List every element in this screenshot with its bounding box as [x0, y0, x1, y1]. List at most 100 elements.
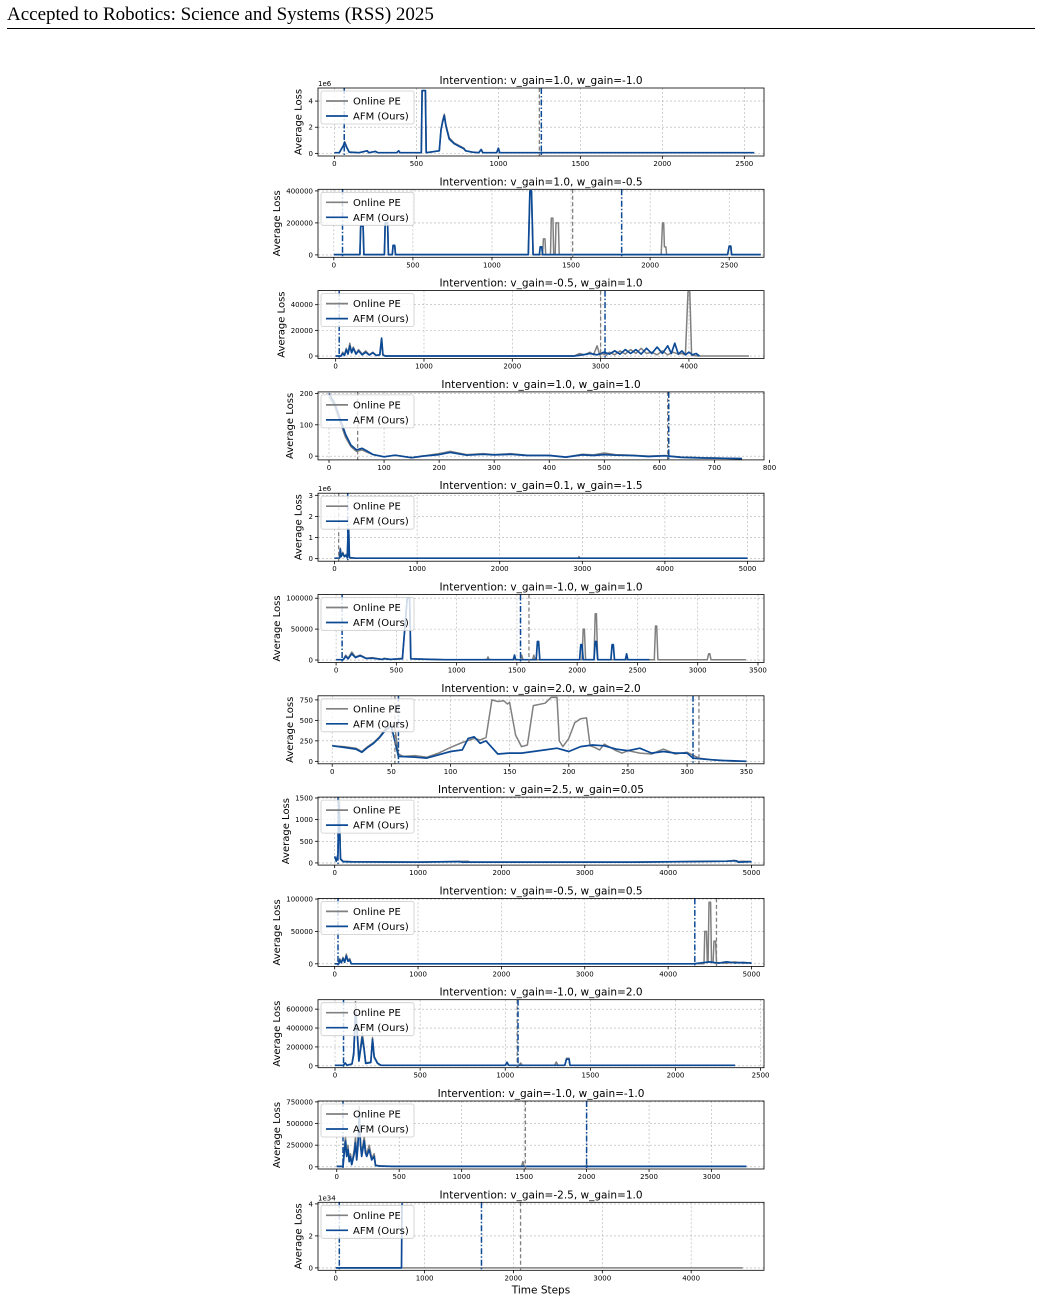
subplot-4: Intervention: v_gain=1.0, w_gain=1.0 0 100…	[285, 379, 776, 472]
axes-frame	[317, 695, 765, 765]
x-tick-label: 1500	[562, 261, 580, 269]
x-tick-label: 5000	[739, 565, 757, 573]
legend: Online PE AFM (Ours)	[320, 293, 415, 328]
x-tick-label: 0	[334, 1274, 338, 1282]
x-tick-label: 4000	[659, 869, 677, 877]
y-axis-label: Average Loss	[285, 393, 296, 459]
x-tick-label: 5000	[743, 970, 761, 978]
subplot-7: Intervention: v_gain=2.0, w_gain=2.0 0 50 1…	[285, 683, 765, 776]
legend-label: Online PE	[353, 1008, 401, 1019]
x-tick-label: 1000	[453, 1173, 471, 1181]
subplot-title: Intervention: v_gain=-1.0, w_gain=-1.0	[438, 1088, 645, 1100]
x-tick-label: 0	[334, 667, 338, 675]
subplot-title: Intervention: v_gain=-2.5, w_gain=1.0	[439, 1189, 642, 1201]
y-axis-label: Average Loss	[281, 798, 292, 864]
x-tick-label: 2000	[641, 261, 659, 269]
y-tick-label: 50000	[291, 626, 313, 634]
x-tick-label: 3000	[576, 869, 594, 877]
x-tick-label: 4000	[682, 1274, 700, 1282]
y-tick-label: 3	[309, 492, 313, 500]
legend-label: Online PE	[353, 704, 401, 715]
x-tick-label: 2000	[505, 1274, 523, 1282]
series-line-online	[334, 529, 748, 559]
subplot-title: Intervention: v_gain=2.5, w_gain=0.05	[438, 784, 644, 796]
subplot-title: Intervention: v_gain=0.1, w_gain=-1.5	[439, 480, 642, 492]
x-tick-label: 0	[332, 160, 336, 168]
x-tick-label: 1500	[581, 1072, 599, 1080]
plot-area	[335, 999, 736, 1068]
y-axis-label: Average Loss	[277, 292, 288, 358]
series-line-afm	[332, 725, 747, 763]
x-tick-label: 4000	[659, 970, 677, 978]
subplot-2: Intervention: v_gain=1.0, w_gain=-0.5 0 50…	[272, 176, 765, 269]
x-tick-label: 2000	[492, 869, 510, 877]
x-tick-label: 0	[333, 363, 337, 371]
legend: Online PE AFM (Ours)	[320, 90, 415, 125]
legend-label: AFM (Ours)	[353, 213, 409, 224]
y-axis-label: Average Loss	[272, 899, 283, 965]
legend: Online PE AFM (Ours)	[320, 1103, 415, 1138]
subplot-10: Intervention: v_gain=-1.0, w_gain=2.0 0 50…	[272, 987, 769, 1080]
x-tick-label: 50	[387, 768, 396, 776]
legend-label: AFM (Ours)	[353, 314, 409, 325]
y-tick-label: 0	[309, 555, 313, 563]
subplot-title: Intervention: v_gain=-1.0, w_gain=1.0	[439, 582, 642, 594]
x-tick-label: 500	[410, 160, 423, 168]
y-axis-label: Average Loss	[294, 494, 305, 560]
legend-label: Online PE	[353, 1211, 401, 1222]
x-tick-label: 2500	[629, 667, 647, 675]
subplot-title: Intervention: v_gain=1.0, w_gain=-0.5	[439, 176, 642, 188]
axes-frame	[317, 492, 765, 562]
axes-frame	[317, 594, 765, 663]
plot-area	[336, 594, 746, 663]
legend-label: Online PE	[353, 400, 401, 411]
y-tick-label: 750000	[286, 1098, 313, 1106]
legend-label: Online PE	[353, 1110, 401, 1121]
y-tick-label: 50000	[291, 928, 313, 936]
x-tick-label: 500	[406, 261, 419, 269]
y-tick-label: 100	[300, 421, 313, 429]
y-tick-label: 250000	[286, 1142, 313, 1150]
y-tick-label: 250	[300, 737, 313, 745]
subplot-title: Intervention: v_gain=-0.5, w_gain=1.0	[439, 278, 642, 290]
legend: Online PE AFM (Ours)	[320, 799, 415, 834]
x-tick-label: 250	[621, 768, 634, 776]
plot-area	[335, 290, 749, 359]
x-tick-label: 1000	[416, 1274, 434, 1282]
y-tick-label: 2	[309, 1232, 313, 1240]
legend-label: Online PE	[353, 502, 401, 513]
axes-frame	[317, 1100, 765, 1170]
x-tick-label: 0	[330, 768, 334, 776]
legend: Online PE AFM (Ours)	[320, 698, 415, 733]
subplot-title: Intervention: v_gain=-0.5, w_gain=0.5	[439, 885, 642, 897]
subplot-12: Intervention: v_gain=-2.5, w_gain=1.0 0 10…	[294, 1189, 765, 1282]
subplot-title: Intervention: v_gain=-1.0, w_gain=2.0	[439, 987, 642, 999]
series-line-afm	[335, 337, 700, 357]
x-tick-label: 4000	[656, 565, 674, 573]
legend: Online PE AFM (Ours)	[320, 495, 415, 530]
y-tick-label: 2	[309, 513, 313, 521]
y-axis-label: Average Loss	[272, 190, 283, 256]
x-tick-label: 0	[333, 1072, 337, 1080]
x-tick-label: 100	[377, 464, 390, 472]
legend-label: AFM (Ours)	[353, 821, 409, 832]
x-tick-label: 0	[332, 565, 336, 573]
x-tick-label: 1000	[409, 970, 427, 978]
y-tick-label: 0	[309, 150, 313, 158]
axes-frame	[317, 188, 765, 258]
subplot-5: Intervention: v_gain=0.1, w_gain=-1.50 10…	[294, 480, 765, 573]
x-tick-label: 300	[488, 464, 501, 472]
x-tick-label: 1500	[571, 160, 589, 168]
y-tick-label: 100000	[286, 896, 313, 904]
axis-offset-text: 1e34	[318, 1194, 336, 1202]
y-tick-label: 0	[309, 353, 313, 361]
legend-label: Online PE	[353, 603, 401, 614]
y-tick-label: 2	[309, 124, 313, 132]
legend-label: Online PE	[353, 907, 401, 918]
x-tick-label: 200	[432, 464, 445, 472]
x-tick-label: 150	[503, 768, 516, 776]
x-tick-label: 2000	[491, 565, 509, 573]
y-tick-label: 400000	[286, 187, 313, 195]
legend: Online PE AFM (Ours)	[320, 597, 415, 631]
